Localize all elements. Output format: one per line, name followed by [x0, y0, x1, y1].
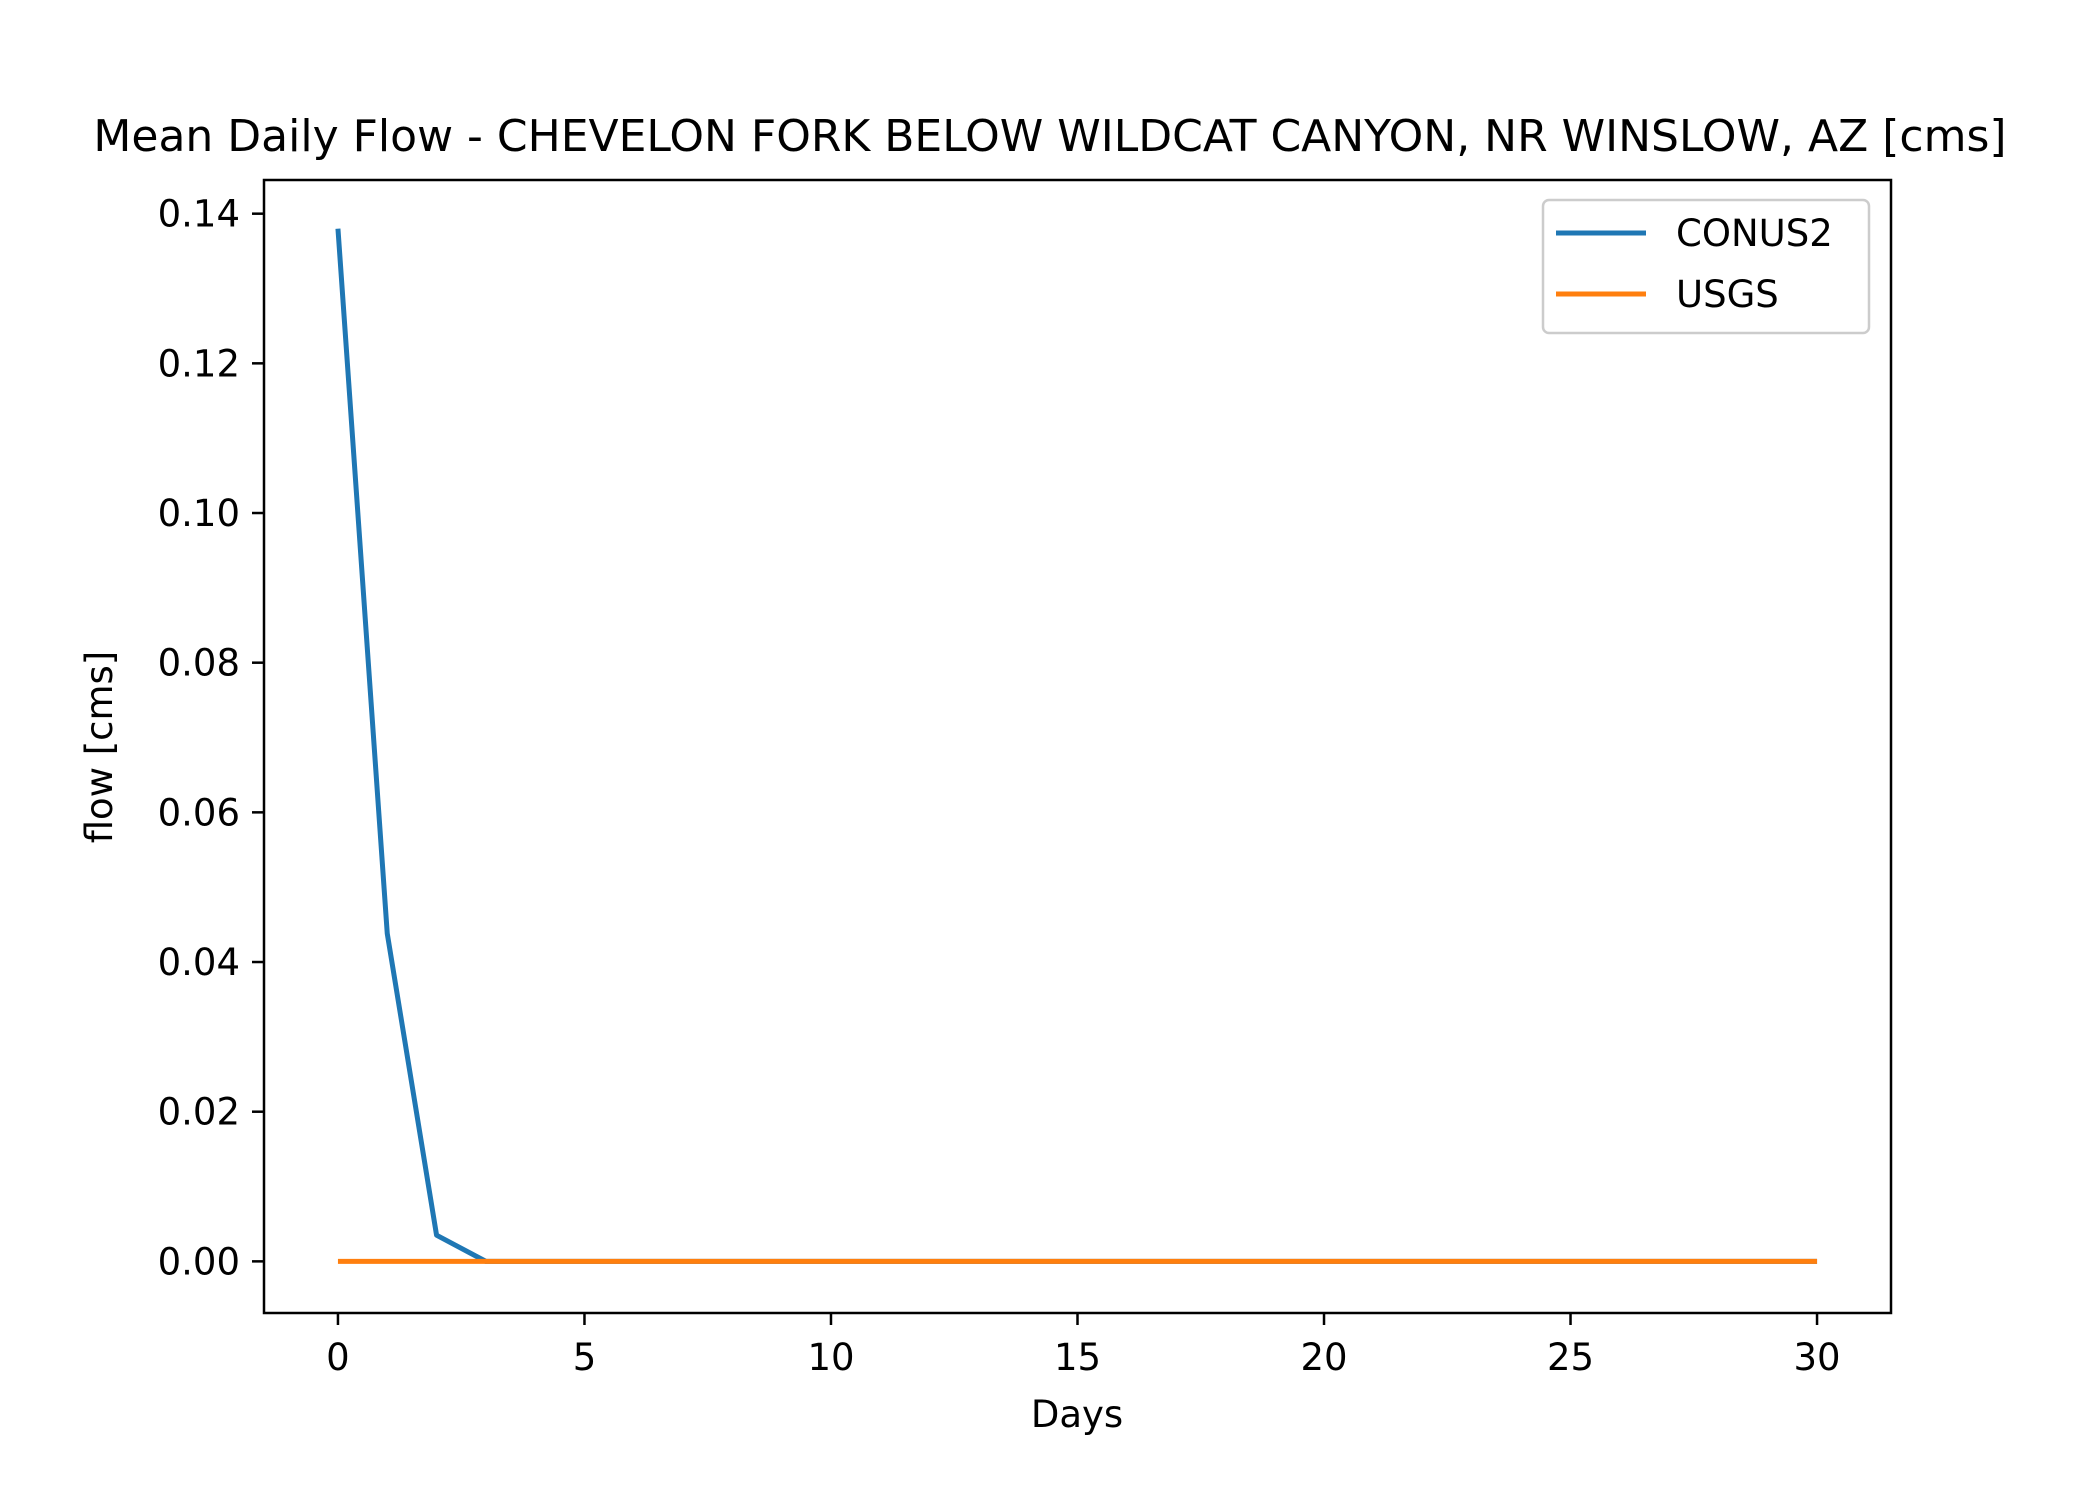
y-axis-label: flow [cms] [78, 651, 121, 844]
plot-area: 0 5 10 15 20 25 30 0.00 0.02 0.04 0.06 0.08 0.10 0.1… [158, 178, 1893, 1379]
y-tick-label: 0.02 [158, 1091, 240, 1134]
y-tick-label: 0.10 [158, 492, 240, 535]
legend: CONUS2 USGS [1541, 198, 1871, 335]
x-tick-label: 25 [1547, 1336, 1594, 1379]
x-tick-label: 30 [1793, 1336, 1840, 1379]
y-axis-ticks: 0.00 0.02 0.04 0.06 0.08 0.10 0.12 0.14 [158, 193, 264, 1283]
x-tick-label: 0 [326, 1336, 350, 1379]
x-axis-ticks: 0 5 10 15 20 25 30 [326, 1313, 1841, 1379]
x-tick-label: 20 [1300, 1336, 1347, 1379]
legend-label-conus2: CONUS2 [1676, 212, 1833, 255]
y-tick-label: 0.00 [158, 1240, 240, 1283]
x-tick-label: 5 [573, 1336, 597, 1379]
y-tick-label: 0.06 [158, 791, 240, 834]
legend-label-usgs: USGS [1676, 273, 1779, 316]
legend-items: CONUS2 USGS [1556, 212, 1833, 316]
y-tick-label: 0.04 [158, 941, 240, 984]
chart-title: Mean Daily Flow - CHEVELON FORK BELOW WI… [93, 111, 2006, 162]
y-tick-label: 0.14 [158, 193, 240, 236]
y-tick-label: 0.12 [158, 342, 240, 385]
x-axis-label: Days [1031, 1393, 1123, 1436]
x-tick-label: 10 [807, 1336, 854, 1379]
x-tick-label: 15 [1054, 1336, 1101, 1379]
y-tick-label: 0.08 [158, 642, 240, 685]
series-layer [335, 228, 1818, 1264]
